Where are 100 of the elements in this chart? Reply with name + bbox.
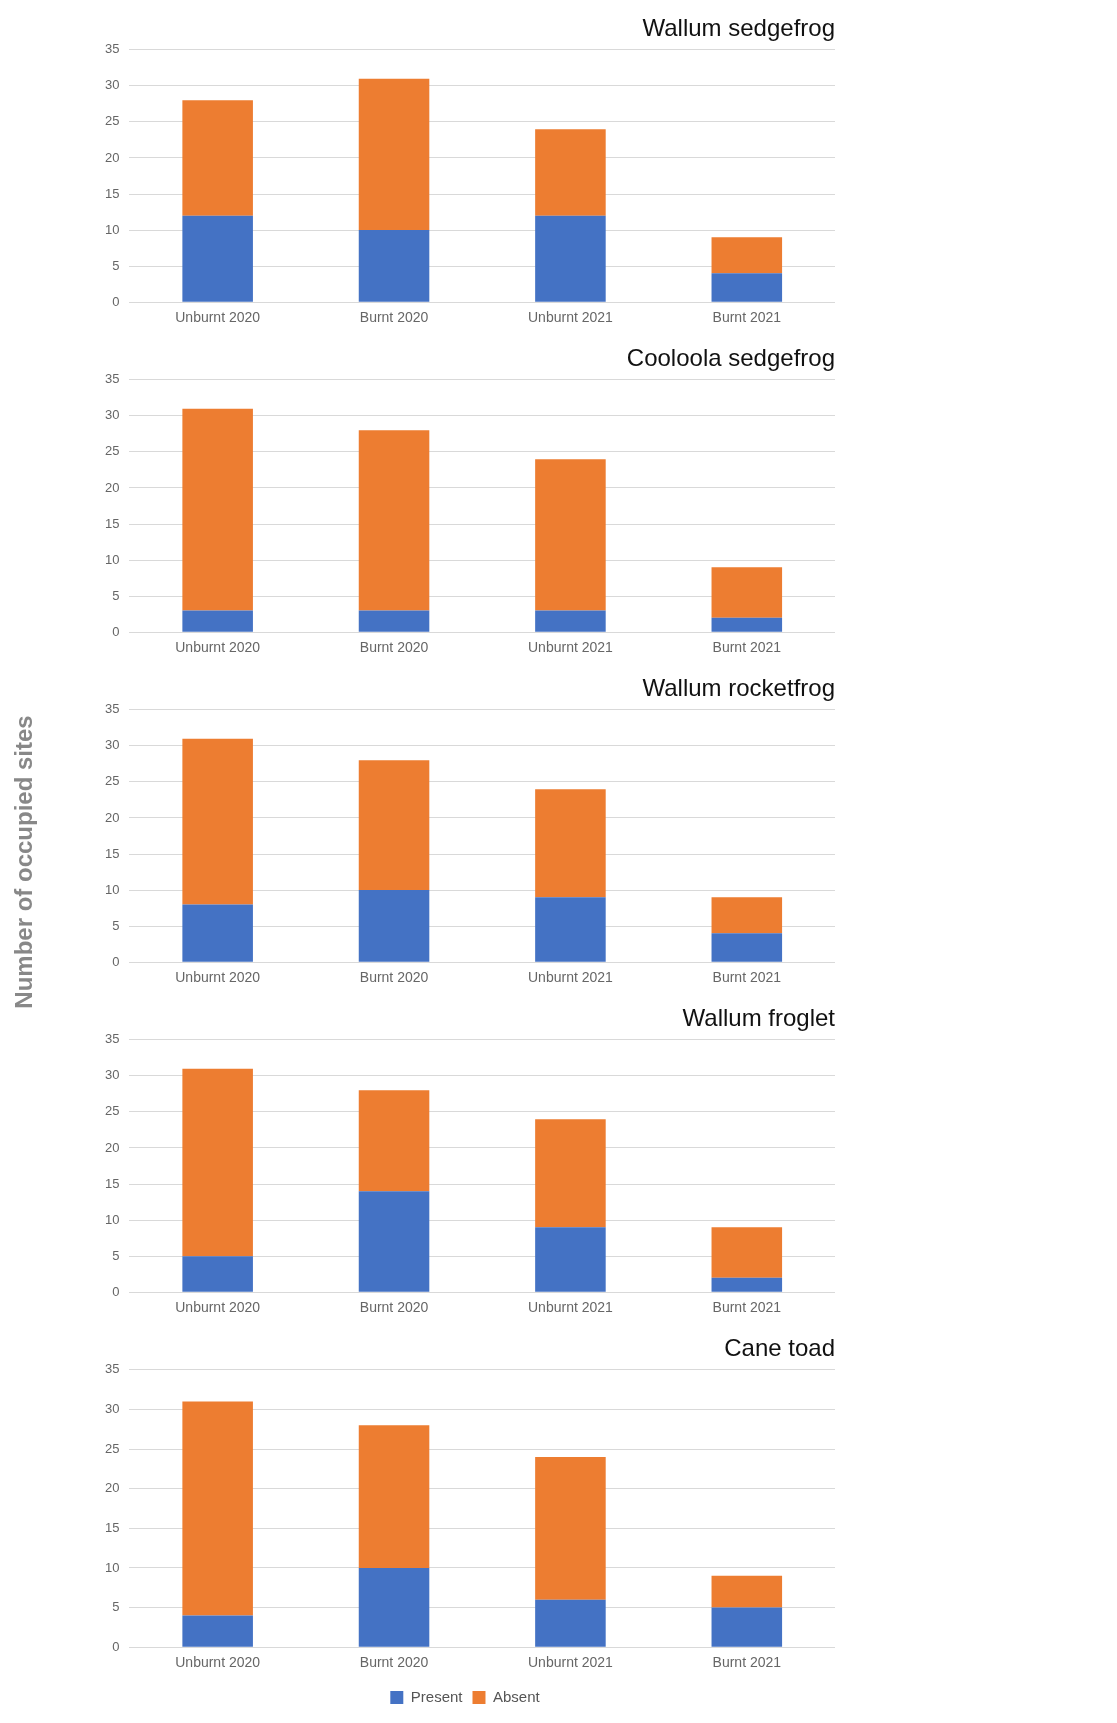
x-tick-label: Burnt 2021 <box>712 309 782 326</box>
x-tick-label: Unburnt 2020 <box>175 639 261 656</box>
y-tick-label: 5 <box>112 257 120 273</box>
chart-title: Cooloola sedgefrog <box>626 344 835 372</box>
x-tick-label: Unburnt 2020 <box>175 969 261 986</box>
y-tick-label: 30 <box>104 77 120 93</box>
bar <box>711 567 783 618</box>
y-tick-label: 35 <box>104 701 120 717</box>
y-tick-label: 20 <box>104 1480 120 1496</box>
chart-title: Wallum froglet <box>682 1004 836 1032</box>
y-tick-label: 20 <box>104 1139 120 1155</box>
y-tick-label: 15 <box>104 845 120 861</box>
bar <box>182 904 253 962</box>
y-tick-label: 10 <box>104 1559 120 1575</box>
y-tick-label: 20 <box>104 479 120 495</box>
y-tick-label: 30 <box>104 1067 120 1083</box>
y-tick-label: 15 <box>104 1175 120 1191</box>
x-tick-label: Unburnt 2020 <box>175 1299 261 1316</box>
bar <box>711 273 783 302</box>
y-tick-label: 5 <box>112 1247 120 1263</box>
bar <box>535 789 606 898</box>
bar <box>535 1456 606 1600</box>
bar <box>358 430 430 611</box>
bar <box>535 1227 606 1292</box>
y-tick-label: 10 <box>104 221 120 237</box>
y-tick-label: 35 <box>104 1361 120 1377</box>
x-tick-label: Burnt 2020 <box>359 1654 429 1671</box>
legend-label: Absent <box>493 1687 541 1705</box>
y-tick-label: 5 <box>112 1599 120 1615</box>
y-tick-label: 25 <box>104 773 120 789</box>
bar <box>182 1615 253 1647</box>
y-tick-label: 15 <box>104 1519 120 1535</box>
bar <box>182 100 253 216</box>
y-tick-label: 25 <box>104 113 120 129</box>
bar <box>711 897 783 934</box>
y-axis-title: Number of occupied sites <box>10 715 38 1009</box>
y-tick-label: 15 <box>104 515 120 531</box>
x-tick-label: Unburnt 2020 <box>175 1654 261 1671</box>
y-tick-label: 35 <box>104 371 120 387</box>
bar <box>711 237 783 274</box>
y-tick-label: 0 <box>112 1283 120 1299</box>
bar <box>358 78 430 231</box>
y-tick-label: 0 <box>112 623 120 639</box>
x-tick-label: Burnt 2020 <box>359 1299 429 1316</box>
bar <box>182 738 253 905</box>
bar <box>358 1567 430 1647</box>
bar <box>182 610 253 632</box>
bar <box>358 610 430 632</box>
chart-title: Wallum sedgefrog <box>642 14 835 42</box>
y-tick-label: 15 <box>104 185 120 201</box>
x-tick-label: Burnt 2021 <box>712 1299 782 1316</box>
y-tick-label: 30 <box>104 1401 120 1417</box>
bar <box>182 1401 253 1616</box>
x-tick-label: Burnt 2021 <box>712 1654 782 1671</box>
bar <box>535 129 606 216</box>
bar <box>182 408 253 611</box>
legend-label: Present <box>410 1687 464 1705</box>
chart-title: Wallum rocketfrog <box>642 674 835 702</box>
bar <box>182 1068 253 1257</box>
y-tick-label: 35 <box>104 1031 120 1047</box>
bar <box>711 617 783 632</box>
x-tick-label: Unburnt 2021 <box>528 969 614 986</box>
bar <box>535 1119 606 1228</box>
bar <box>535 610 606 632</box>
bar <box>358 890 430 962</box>
y-tick-label: 0 <box>112 953 120 969</box>
bar <box>535 215 606 302</box>
x-tick-label: Burnt 2020 <box>359 639 429 656</box>
bar <box>535 459 606 611</box>
y-tick-label: 20 <box>104 809 120 825</box>
y-tick-label: 25 <box>104 1440 120 1456</box>
x-tick-label: Burnt 2021 <box>712 969 782 986</box>
bar <box>182 215 253 302</box>
y-tick-label: 35 <box>104 41 120 57</box>
y-tick-label: 0 <box>112 293 120 309</box>
x-tick-label: Unburnt 2021 <box>528 1654 614 1671</box>
y-tick-label: 20 <box>104 149 120 165</box>
x-tick-label: Unburnt 2021 <box>528 309 614 326</box>
bar <box>358 760 430 891</box>
bar <box>358 1090 430 1192</box>
x-tick-label: Burnt 2020 <box>359 969 429 986</box>
bar <box>711 1575 783 1608</box>
bar <box>358 1425 430 1568</box>
x-tick-label: Unburnt 2020 <box>175 309 261 326</box>
bar <box>711 1277 783 1292</box>
bar <box>535 1599 606 1647</box>
bar <box>711 933 783 962</box>
bar <box>358 1191 430 1292</box>
bar <box>358 230 430 302</box>
y-tick-label: 5 <box>112 587 120 603</box>
x-tick-label: Unburnt 2021 <box>528 639 614 656</box>
y-tick-label: 30 <box>104 737 120 753</box>
x-tick-label: Unburnt 2021 <box>528 1299 614 1316</box>
y-tick-label: 10 <box>104 551 120 567</box>
bar <box>535 897 606 962</box>
bar <box>182 1256 253 1292</box>
y-tick-label: 25 <box>104 1103 120 1119</box>
y-tick-label: 10 <box>104 1211 120 1227</box>
x-tick-label: Burnt 2021 <box>712 639 782 656</box>
bar <box>711 1607 783 1647</box>
